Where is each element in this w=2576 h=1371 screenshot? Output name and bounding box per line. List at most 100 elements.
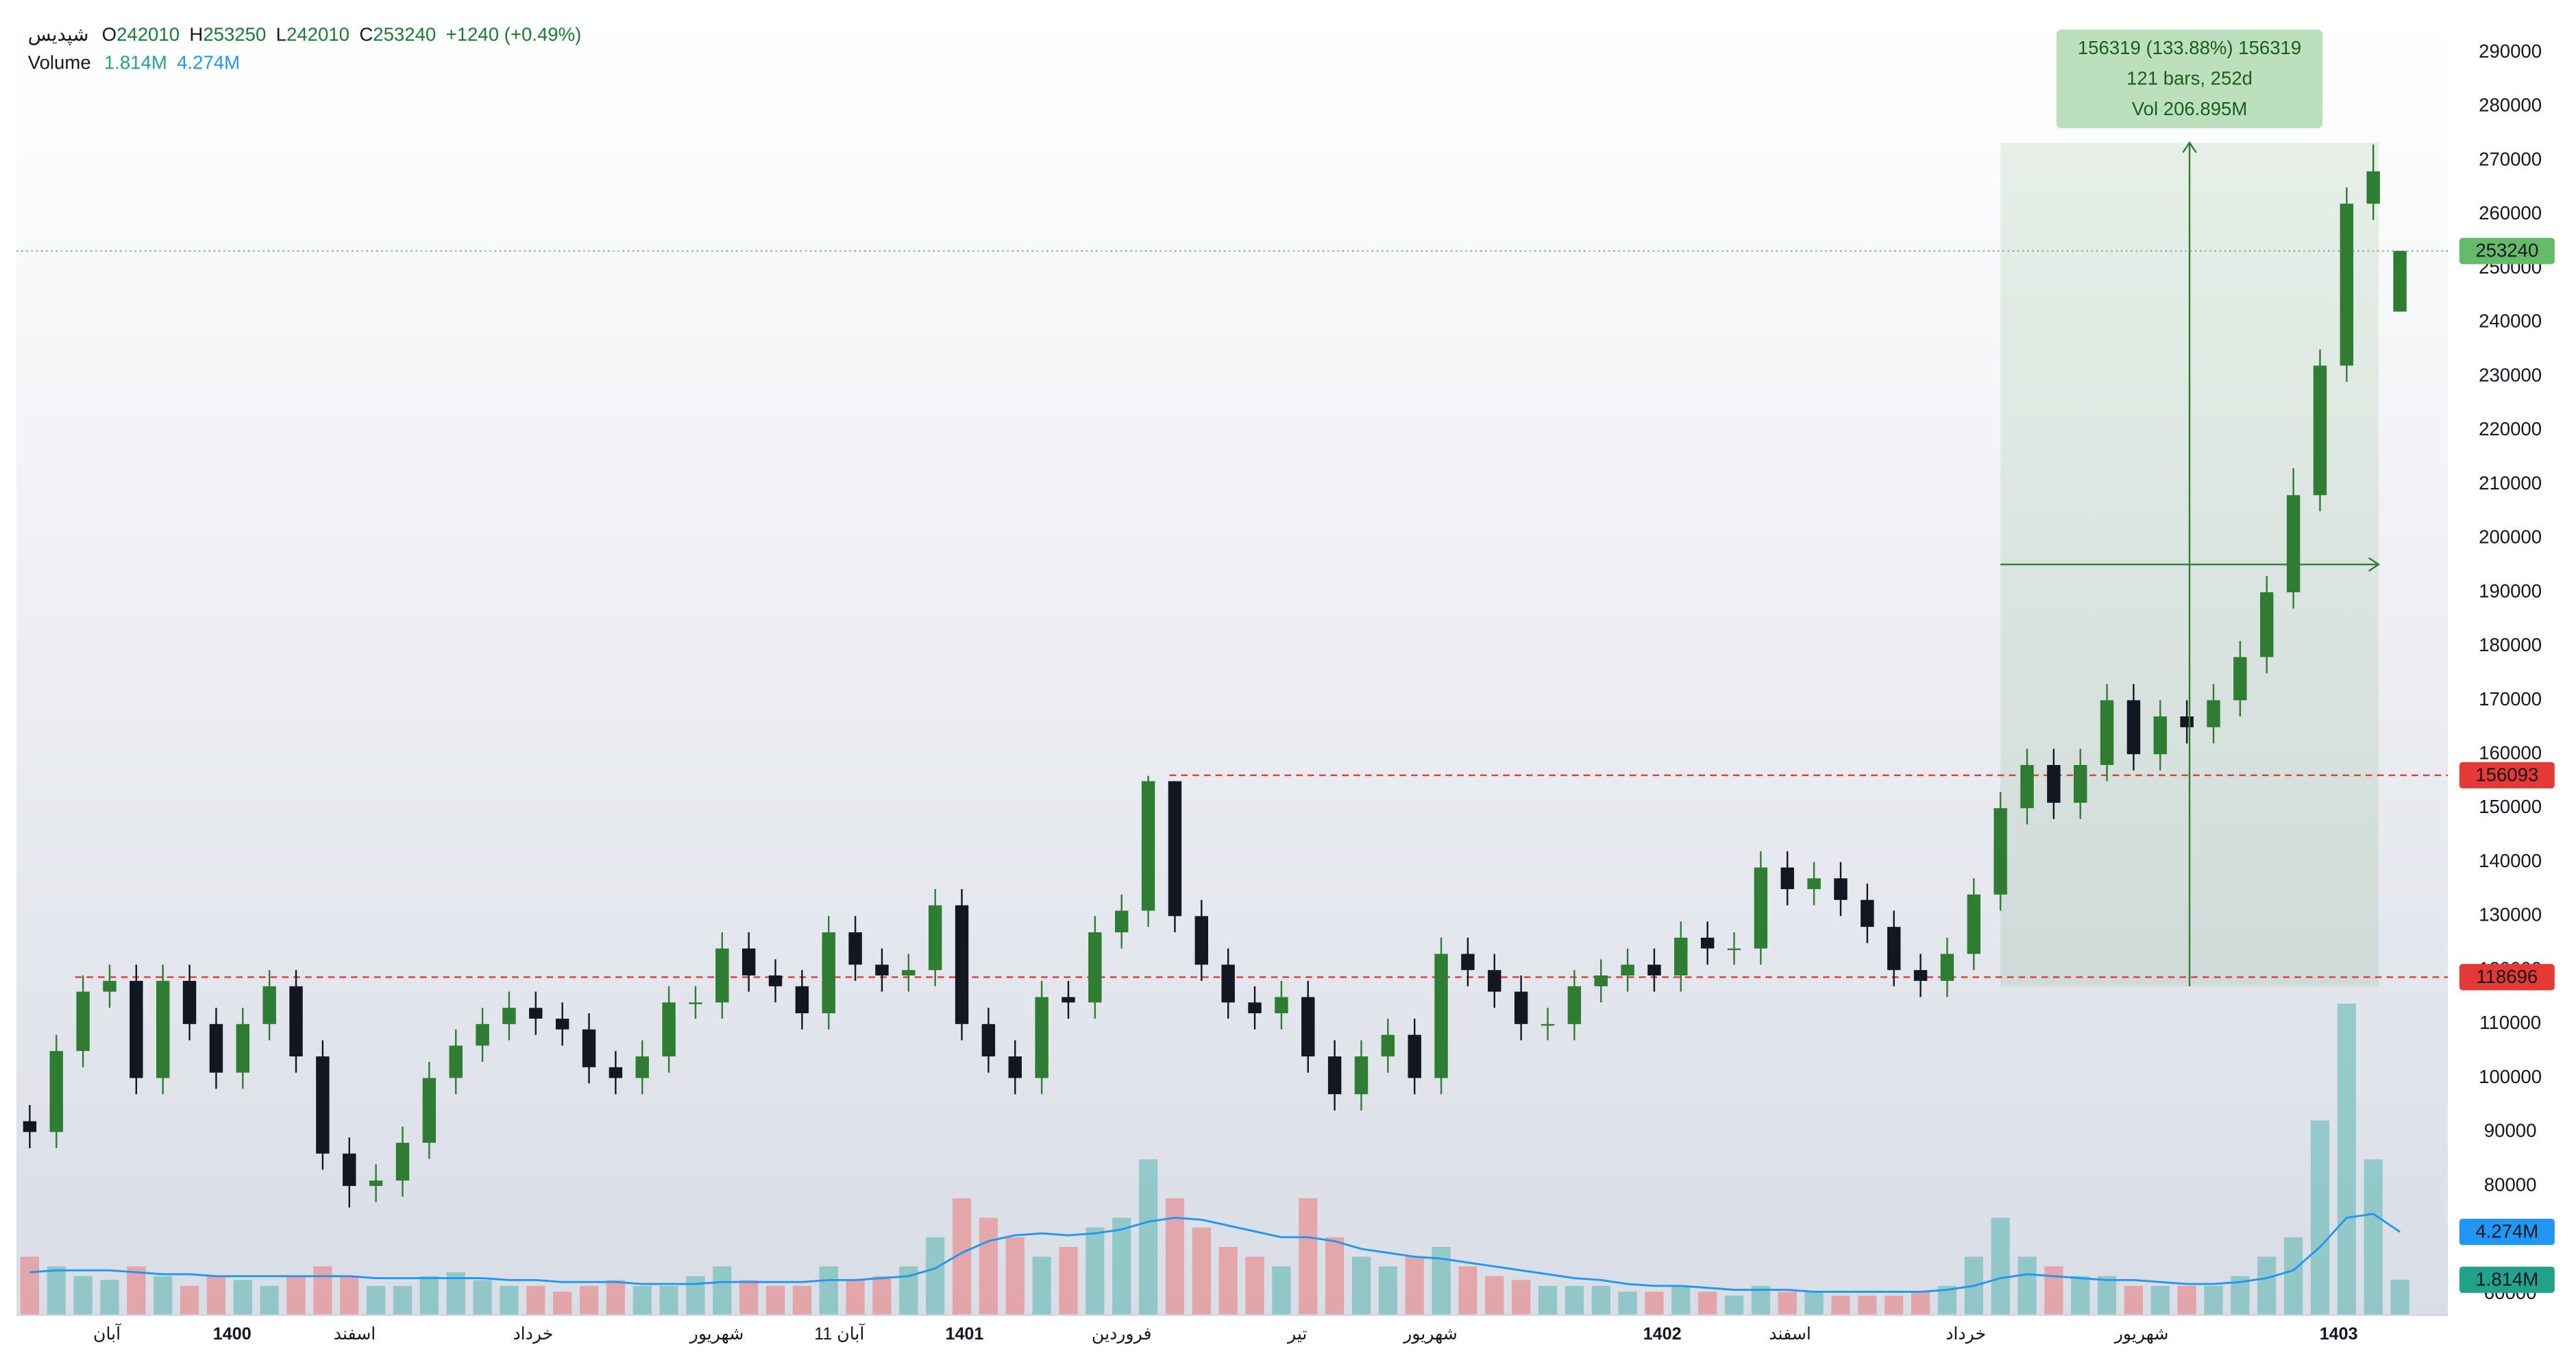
volume-bar <box>1485 1276 1504 1315</box>
volume-bar <box>1911 1291 1930 1315</box>
volume-bar <box>606 1280 625 1315</box>
volume-bar <box>1831 1296 1850 1315</box>
x-tick-label: خرداد <box>513 1324 553 1344</box>
x-tick-label: شهریور <box>2113 1324 2169 1344</box>
y-tick-label: 280000 <box>2479 95 2542 116</box>
candle-body <box>875 964 889 976</box>
candle-body <box>1194 916 1209 965</box>
x-tick-label: 1401 <box>945 1324 983 1344</box>
candle-body <box>2074 764 2087 803</box>
volume-bar <box>1778 1291 1797 1315</box>
volume-bar <box>1858 1296 1877 1315</box>
candle-body <box>1861 899 1874 927</box>
y-tick-label: 140000 <box>2479 850 2542 871</box>
volume-bar <box>260 1285 279 1315</box>
last-price-label: 253240 <box>2475 240 2538 261</box>
volume-bar <box>206 1276 226 1315</box>
volume-bar <box>1698 1291 1717 1315</box>
legend-value: 253240 <box>373 24 436 45</box>
level-badge <box>2459 762 2555 789</box>
volume-bar <box>2097 1276 2117 1315</box>
volume-bar <box>1325 1237 1345 1315</box>
legend-change: +1240 (+0.49%) <box>446 24 582 45</box>
legend-volume: Volume 1.814M 4.274M <box>28 52 240 73</box>
candle-body <box>1381 1034 1395 1057</box>
price-axis <box>2448 0 2576 1371</box>
candle-body <box>1168 781 1182 917</box>
volume-bar <box>739 1280 759 1315</box>
candle-body <box>1008 1056 1022 1078</box>
candle-body <box>902 970 916 976</box>
x-tick-label: 1403 <box>2320 1324 2358 1344</box>
x-tick-label: اسفند <box>1769 1324 1811 1344</box>
volume-bar <box>313 1266 332 1315</box>
y-tick-label: 210000 <box>2479 472 2542 494</box>
candle-body <box>635 1056 649 1078</box>
candle-body <box>1035 997 1048 1078</box>
volume-bar <box>926 1237 945 1315</box>
candle-body <box>1461 954 1475 971</box>
measure-arrowhead <box>2182 141 2197 154</box>
volume-bar <box>1671 1285 1691 1315</box>
candle-body <box>848 932 862 965</box>
candle-body <box>1727 948 1741 951</box>
volume-bar <box>713 1266 732 1315</box>
x-tick-label: تیر <box>1286 1324 1307 1344</box>
measure-label: 156319 (133.88%) 156319 <box>2078 37 2301 58</box>
candle-body <box>1700 937 1715 949</box>
candle-body <box>1594 975 1608 986</box>
volume-bar <box>100 1280 119 1315</box>
candle-body <box>1275 997 1288 1014</box>
y-tick-label: 100000 <box>2479 1066 2542 1087</box>
volume-bar <box>553 1291 572 1315</box>
candle-body <box>2340 204 2354 366</box>
candle-body <box>822 932 835 1014</box>
volume-bar <box>47 1266 66 1315</box>
volume-bar <box>419 1276 439 1315</box>
candle-body <box>1967 894 1980 954</box>
volume-bar <box>1565 1285 1584 1315</box>
volume-bar <box>473 1280 492 1315</box>
y-tick-label: 270000 <box>2479 148 2542 169</box>
candle-body <box>422 1078 437 1143</box>
volume-bar <box>127 1266 146 1315</box>
volume-bar <box>1538 1285 1558 1315</box>
candle-body <box>555 1018 569 1030</box>
candle-body <box>2313 365 2327 496</box>
volume-bar <box>1591 1285 1610 1315</box>
candle-body <box>2153 716 2168 755</box>
y-tick-label: 80000 <box>2484 1174 2537 1195</box>
volume-bar <box>765 1285 785 1315</box>
volume-bar <box>1885 1296 1904 1315</box>
volume-bar <box>180 1285 199 1315</box>
candle-body <box>395 1143 410 1181</box>
x-tick-label: خرداد <box>1946 1324 1986 1344</box>
candle-body <box>715 948 729 1003</box>
legend-value: 253250 <box>203 24 266 45</box>
candle-body <box>130 980 143 1078</box>
y-tick-label: 160000 <box>2479 742 2542 763</box>
volume-bar <box>286 1276 306 1315</box>
candle-body <box>582 1029 596 1067</box>
volume-bar <box>579 1285 599 1315</box>
y-tick-label: 260000 <box>2479 202 2542 223</box>
y-tick-label: 130000 <box>2479 904 2542 925</box>
candle-body <box>1115 910 1129 933</box>
candle-body <box>49 1051 63 1132</box>
volume-bar <box>2124 1285 2144 1315</box>
y-tick-label: 290000 <box>2479 40 2542 62</box>
x-tick-label: شهریور <box>1402 1324 1458 1344</box>
candle-body <box>1062 997 1075 1003</box>
level-badge <box>2459 964 2555 991</box>
volume-ma-badge <box>2459 1218 2555 1246</box>
candle-body <box>209 1023 223 1073</box>
volume-ma-value: 4.274M <box>177 52 240 73</box>
candle-body <box>156 980 170 1078</box>
volume-bar <box>366 1285 386 1315</box>
volume-bar <box>1645 1291 1664 1315</box>
symbol: شپدیس <box>28 24 89 46</box>
volume-bar <box>2044 1266 2063 1315</box>
volume-bar <box>1991 1217 2010 1315</box>
